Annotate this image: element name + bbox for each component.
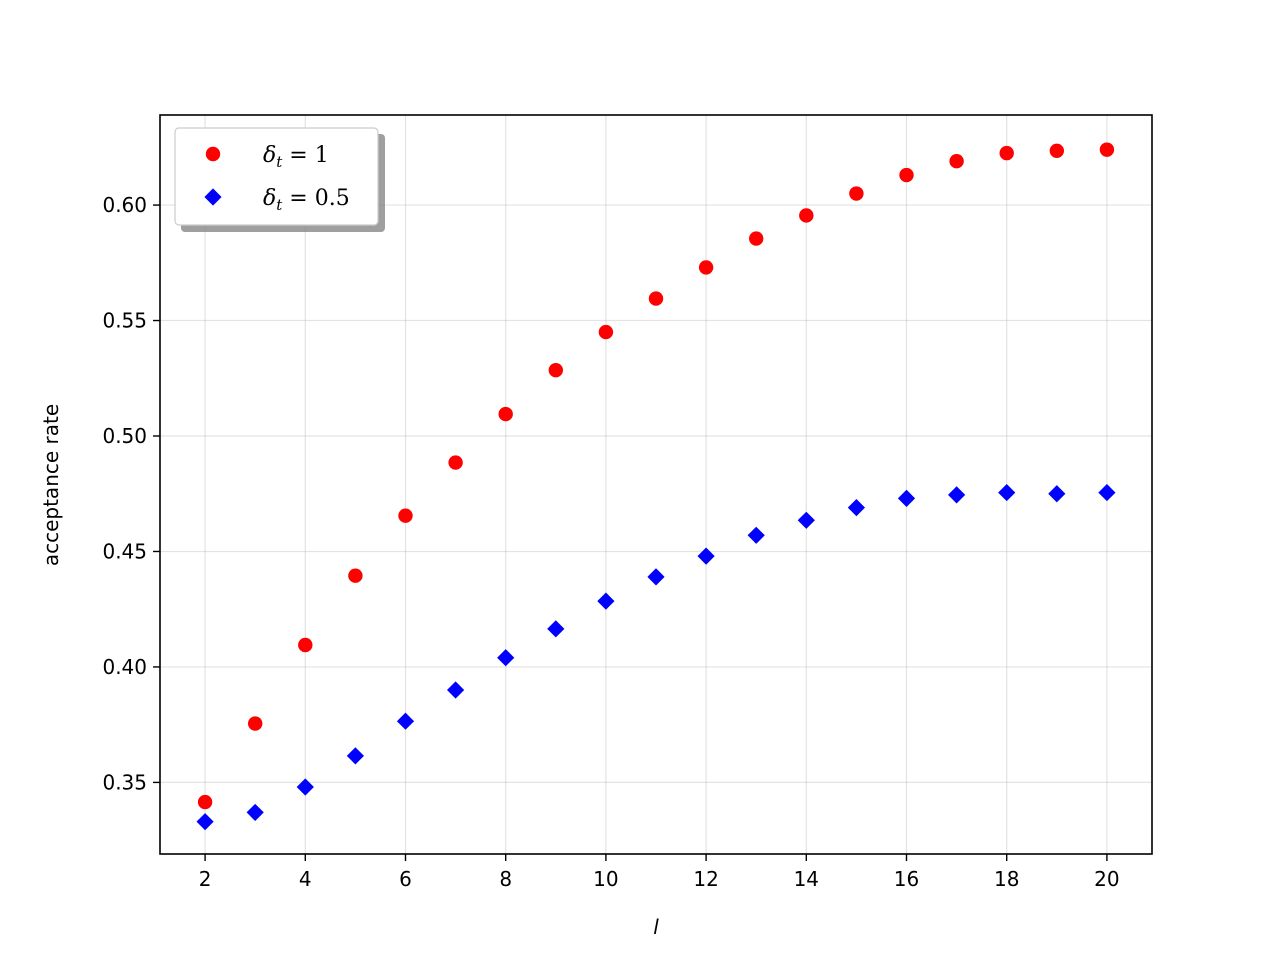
plot-area-frame [159, 114, 1153, 855]
red-circle-point [498, 406, 513, 422]
red-circle-point [849, 186, 864, 201]
y-tick-label: 0.35 [102, 770, 147, 794]
red-circle-point [698, 260, 714, 275]
y-tick-label: 0.55 [102, 309, 147, 333]
x-axis-label: l [653, 915, 659, 939]
blue-diamond-point [647, 568, 665, 586]
blue-diamond-point [948, 486, 966, 504]
red-circle-point [197, 794, 213, 810]
axis-ticks: 2 4 6 8 10 12 14 16 18 20 0.35 0.40 0.45 0.50 0.55 0.60 [102, 193, 1119, 891]
red-circle-point [298, 637, 313, 653]
blue-diamond-point [196, 813, 214, 831]
red-circle-point [949, 153, 964, 169]
blue-diamond-point [1048, 485, 1066, 503]
blue-diamond-point [998, 483, 1016, 502]
legend-label-2: δt = 0.5 [263, 186, 350, 214]
blue-diamond-point [246, 803, 264, 822]
x-tick-label: 8 [499, 867, 512, 891]
blue-diamond-point [497, 649, 515, 667]
y-tick-label: 0.40 [102, 655, 147, 679]
x-tick-label: 2 [199, 867, 212, 891]
blue-diamond-point [747, 526, 765, 544]
red-circle-point [749, 231, 764, 246]
x-tick-label: 18 [994, 867, 1019, 891]
x-tick-label: 12 [693, 867, 718, 891]
blue-diamond-point [847, 498, 866, 517]
y-tick-label: 0.50 [102, 424, 147, 448]
legend-label-1: δt = 1 [263, 143, 329, 171]
y-tick-label: 0.45 [102, 539, 147, 563]
data-points [196, 142, 1116, 831]
blue-diamond-point [346, 747, 364, 765]
y-axis-label: acceptance rate [39, 404, 63, 566]
blue-diamond-point [547, 620, 565, 638]
x-tick-label: 6 [399, 867, 412, 891]
x-tick-label: 16 [894, 867, 919, 891]
x-tick-label: 4 [299, 867, 312, 891]
x-tick-label: 10 [593, 867, 618, 891]
red-circle-point [398, 508, 413, 523]
blue-diamond-point [597, 592, 615, 610]
red-circle-point [348, 568, 363, 583]
x-tick-label: 14 [794, 867, 819, 891]
red-circle-point [899, 167, 914, 183]
red-circle-point [1099, 142, 1115, 157]
red-circle-point [648, 291, 664, 306]
legend-box [174, 127, 379, 226]
blue-diamond-point [1098, 483, 1116, 502]
legend-marker-2 [204, 188, 222, 206]
x-tick-label: 20 [1094, 867, 1119, 891]
blue-diamond-point [296, 778, 314, 796]
red-circle-point [1049, 143, 1065, 158]
red-circle-point [448, 455, 463, 470]
blue-diamond-point [897, 489, 916, 507]
red-circle-point [999, 145, 1014, 161]
blue-diamond-point [797, 511, 815, 529]
blue-diamond-point [396, 712, 415, 730]
blue-diamond-point [446, 681, 465, 699]
red-circle-point [247, 716, 263, 731]
blue-diamond-point [697, 547, 715, 565]
legend-marker-1 [205, 146, 221, 162]
y-tick-label: 0.60 [102, 193, 147, 217]
red-circle-point [548, 362, 563, 378]
red-circle-point [598, 324, 614, 340]
series-2 [196, 483, 1116, 831]
red-circle-point [799, 208, 814, 223]
legend: δt = 1 δt = 0.5 [174, 127, 385, 232]
series-1 [197, 142, 1115, 810]
